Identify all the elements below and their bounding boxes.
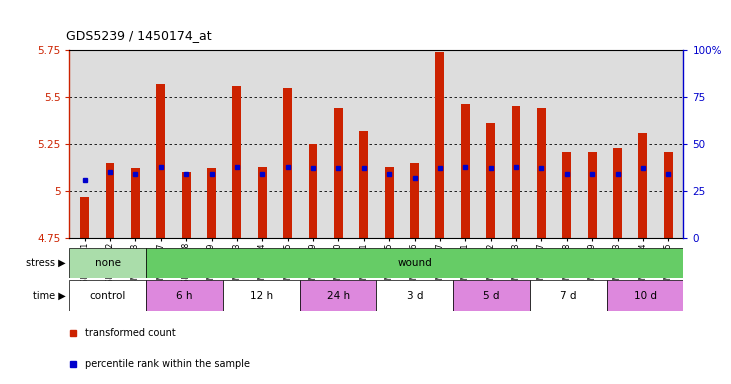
Bar: [283, 88, 292, 238]
Bar: [376, 280, 453, 311]
Bar: [131, 169, 140, 238]
Bar: [69, 248, 146, 278]
Bar: [156, 84, 165, 238]
Bar: [613, 148, 622, 238]
Bar: [146, 248, 683, 278]
Bar: [105, 163, 115, 238]
Text: percentile rank within the sample: percentile rank within the sample: [85, 359, 250, 369]
Bar: [80, 197, 89, 238]
Text: control: control: [90, 291, 126, 301]
Text: transformed count: transformed count: [85, 328, 175, 338]
Text: time ▶: time ▶: [33, 291, 66, 301]
Text: 10 d: 10 d: [634, 291, 656, 301]
Bar: [385, 167, 393, 238]
Bar: [530, 280, 607, 311]
Text: 5 d: 5 d: [483, 291, 500, 301]
Bar: [69, 280, 146, 311]
Bar: [182, 172, 191, 238]
Bar: [436, 52, 444, 238]
Text: 12 h: 12 h: [250, 291, 273, 301]
Bar: [146, 280, 223, 311]
Bar: [308, 144, 317, 238]
Text: GDS5239 / 1450174_at: GDS5239 / 1450174_at: [66, 29, 211, 42]
Bar: [453, 280, 530, 311]
Bar: [410, 163, 419, 238]
Text: 24 h: 24 h: [327, 291, 349, 301]
Text: 3 d: 3 d: [406, 291, 423, 301]
Bar: [360, 131, 368, 238]
Text: stress ▶: stress ▶: [26, 258, 66, 268]
Bar: [664, 152, 673, 238]
Bar: [486, 123, 495, 238]
Text: none: none: [95, 258, 121, 268]
Bar: [562, 152, 571, 238]
Text: wound: wound: [398, 258, 432, 268]
Bar: [232, 86, 241, 238]
Bar: [638, 133, 648, 238]
Text: 6 h: 6 h: [176, 291, 193, 301]
Bar: [300, 280, 376, 311]
Bar: [207, 169, 216, 238]
Bar: [461, 104, 470, 238]
Bar: [334, 108, 343, 238]
Bar: [588, 152, 596, 238]
Bar: [607, 280, 683, 311]
Bar: [512, 106, 520, 238]
Bar: [223, 280, 300, 311]
Bar: [258, 167, 267, 238]
Text: 7 d: 7 d: [560, 291, 577, 301]
Bar: [537, 108, 546, 238]
